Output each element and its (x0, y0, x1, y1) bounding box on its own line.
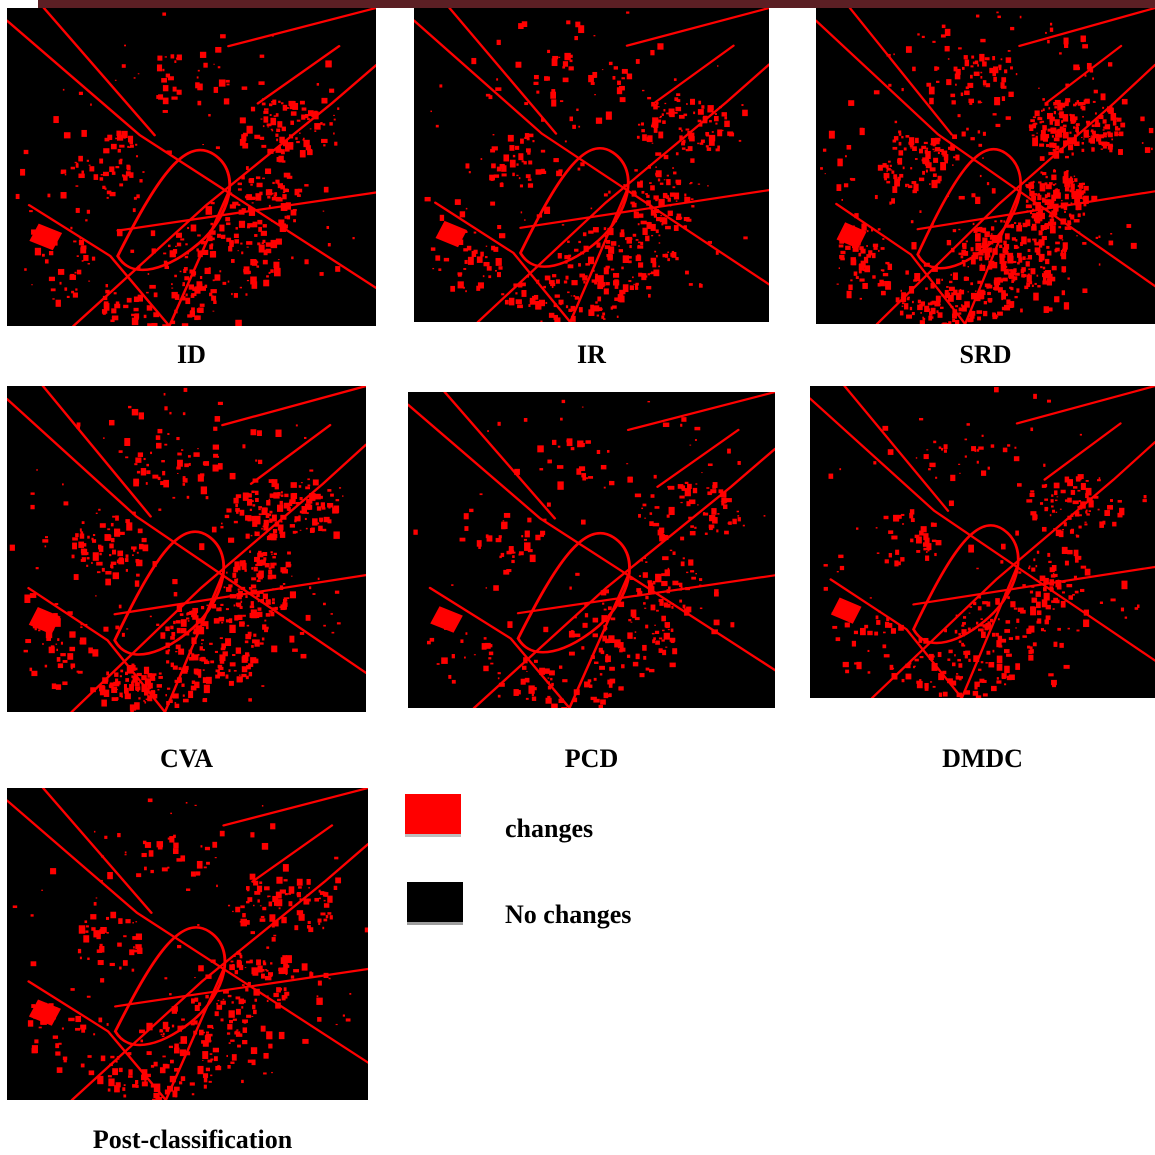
map-panel-ir (414, 8, 769, 322)
legend-swatch-changes (405, 794, 461, 834)
caption-id: ID (7, 340, 376, 370)
caption-post-classification: Post-classification (7, 1125, 378, 1155)
change-map-dmdc (810, 386, 1155, 698)
caption-pcd: PCD (408, 744, 775, 774)
map-panel-cva (7, 386, 366, 712)
change-map-cva (7, 386, 366, 712)
map-panel-dmdc (810, 386, 1155, 698)
map-panel-pcd (408, 392, 775, 708)
caption-srd: SRD (816, 340, 1155, 370)
change-map-post (7, 788, 368, 1100)
change-map-id (7, 8, 376, 326)
legend-label-changes: changes (505, 814, 593, 844)
change-map-pcd (408, 392, 775, 708)
legend-label-no-changes: No changes (505, 900, 631, 930)
caption-ir: IR (414, 340, 769, 370)
legend-swatch-no-changes (407, 882, 463, 922)
change-map-srd (816, 8, 1155, 324)
map-panel-id (7, 8, 376, 326)
caption-dmdc: DMDC (810, 744, 1155, 774)
top-decorative-bar (38, 0, 1155, 8)
map-panel-post-classification (7, 788, 368, 1100)
map-panel-srd (816, 8, 1155, 324)
caption-cva: CVA (7, 744, 366, 774)
change-map-ir (414, 8, 769, 322)
